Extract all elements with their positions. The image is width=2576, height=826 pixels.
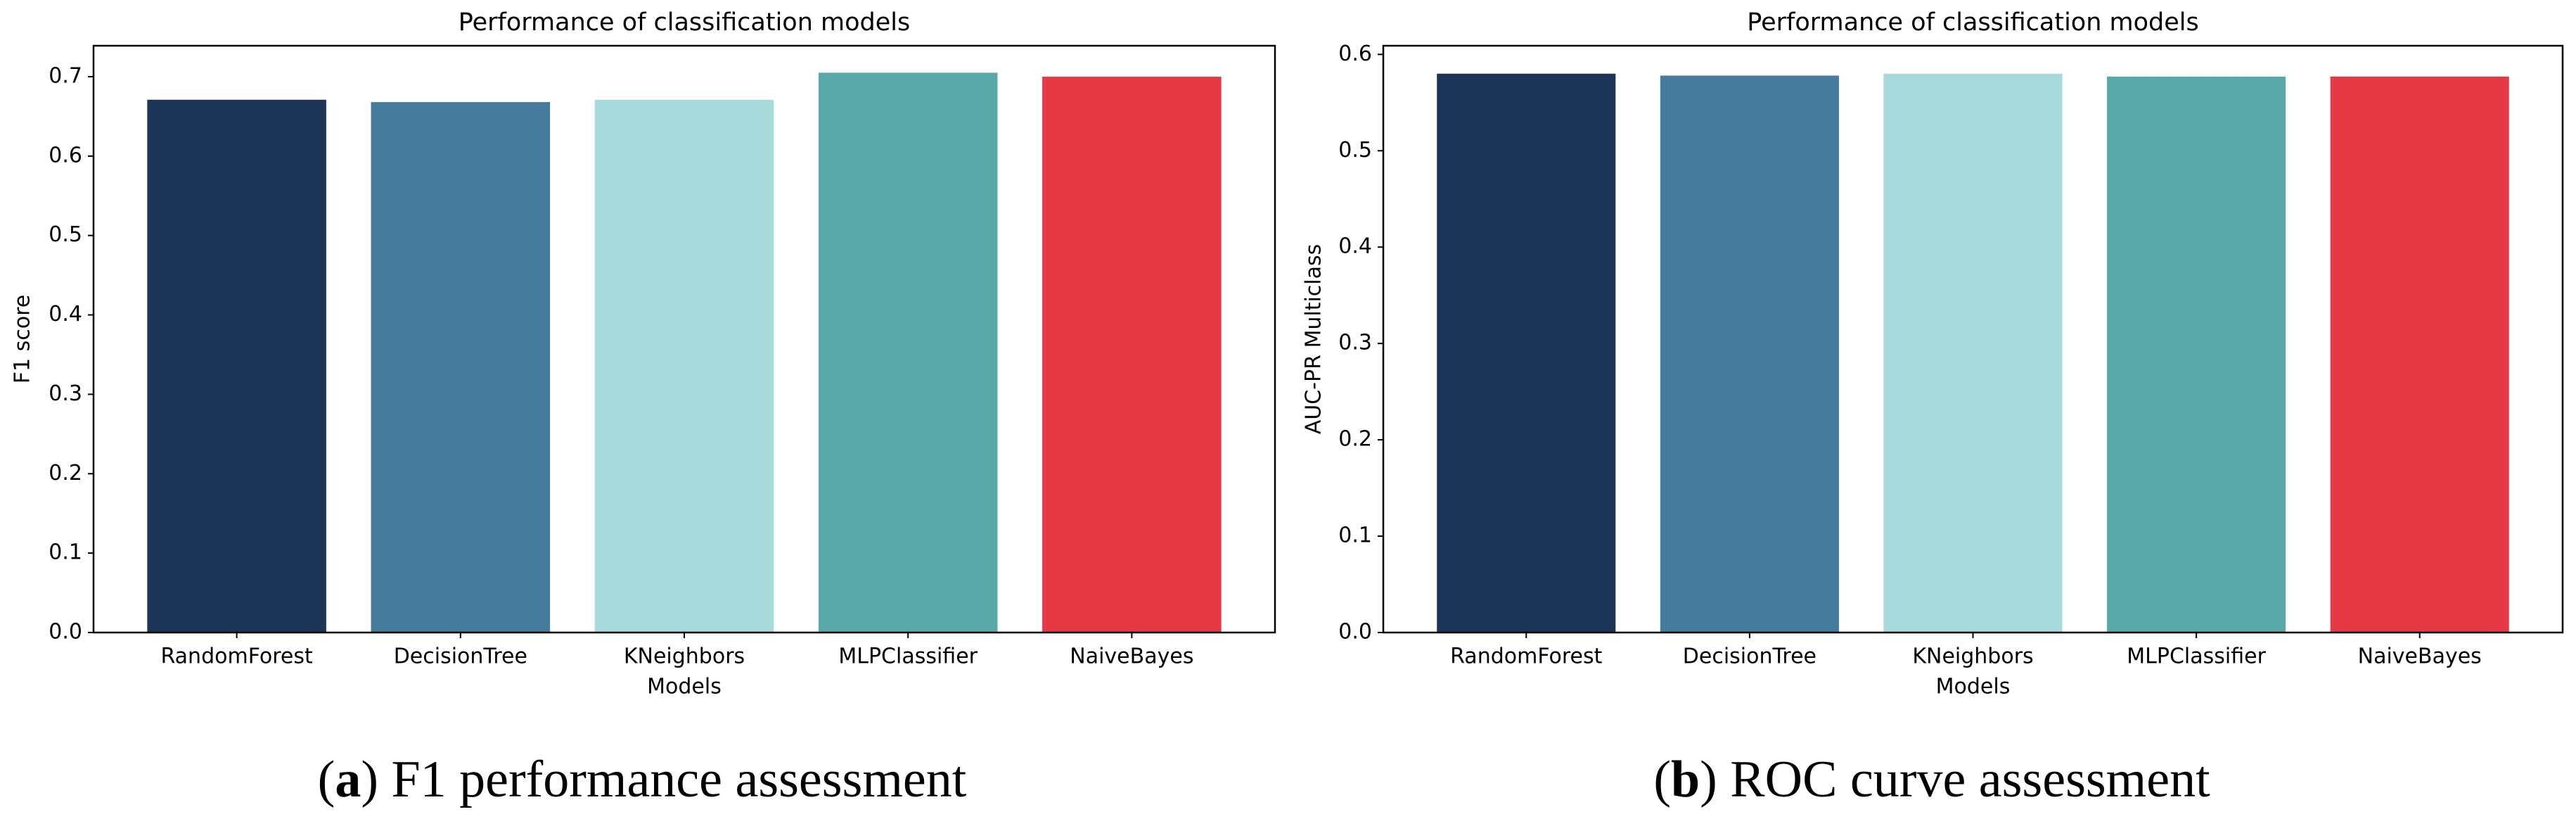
bar	[1660, 75, 1839, 633]
chart-title: Performance of classification models	[459, 8, 911, 37]
bar	[1042, 77, 1222, 633]
x-tick-label: NaiveBayes	[1070, 644, 1193, 669]
y-tick-label: 0.3	[49, 381, 82, 406]
y-tick-label: 0.5	[1338, 138, 1372, 163]
x-tick-label: DecisionTree	[1683, 644, 1816, 669]
axes-frame	[92, 44, 1276, 634]
x-axis-label: Models	[1936, 675, 2011, 699]
caption: (b) ROC curve assessment	[1653, 751, 2210, 808]
y-tick-label: 0.4	[49, 302, 82, 326]
y-tick-label: 0.0	[49, 620, 82, 644]
x-tick-label: KNeighbors	[624, 644, 745, 669]
bar	[2330, 76, 2509, 633]
y-tick-label: 0.3	[1338, 331, 1372, 355]
axes-frame	[1382, 44, 2564, 634]
bar	[147, 99, 326, 633]
y-tick-label: 0.5	[49, 222, 82, 247]
caption-part: (	[318, 751, 335, 808]
y-tick-label: 0.2	[1338, 427, 1372, 452]
y-tick-label: 0.1	[49, 540, 82, 565]
y-tick-label: 0.0	[1338, 620, 1372, 644]
x-tick-label: KNeighbors	[1912, 644, 2033, 669]
x-tick-label: DecisionTree	[394, 644, 527, 669]
x-tick-label: MLPClassifier	[838, 644, 978, 669]
bar	[371, 102, 551, 633]
y-axis-label: F1 score	[11, 295, 35, 384]
x-tick-label: RandomForest	[160, 644, 313, 669]
bar	[2107, 76, 2286, 633]
x-axis-label: Models	[647, 675, 722, 699]
x-tick-label: RandomForest	[1450, 644, 1603, 669]
y-tick-label: 0.6	[1338, 42, 1372, 66]
bar	[1883, 73, 2063, 633]
y-tick-label: 0.4	[1338, 234, 1372, 259]
y-tick-label: 0.7	[49, 64, 82, 89]
caption-part: ) F1 performance assessment	[361, 751, 966, 808]
caption: (a) F1 performance assessment	[318, 751, 967, 808]
y-axis-label: AUC-PR Multiclass	[1302, 244, 1326, 435]
bar	[594, 99, 774, 633]
x-tick-label: MLPClassifier	[2127, 644, 2266, 669]
caption-part: b	[1671, 751, 1700, 808]
x-tick-label: NaiveBayes	[2358, 644, 2482, 669]
caption-part: (	[1653, 751, 1671, 808]
y-tick-label: 0.2	[49, 461, 82, 485]
caption-part: ) ROC curve assessment	[1700, 751, 2210, 808]
y-tick-label: 0.1	[1338, 523, 1372, 548]
y-tick-label: 0.6	[49, 143, 82, 167]
caption-part: a	[335, 751, 361, 808]
bar	[818, 72, 998, 633]
bar	[1437, 73, 1616, 633]
chart-title: Performance of classification models	[1747, 8, 2199, 37]
